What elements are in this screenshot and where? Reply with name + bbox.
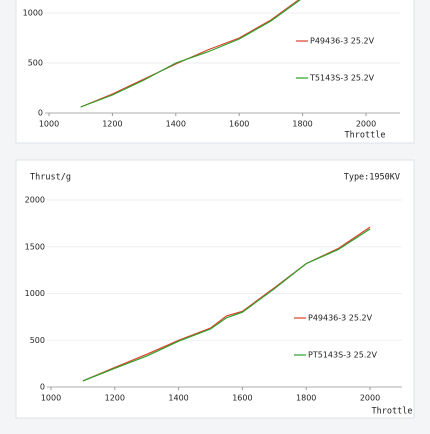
- y-tick-label: 500: [30, 336, 45, 345]
- y-tick-label: 0: [40, 383, 45, 392]
- x-tick-label: 1400: [166, 120, 186, 129]
- legend-label: PT5143S-3 25.2V: [308, 351, 377, 360]
- x-tick-label: 1400: [168, 394, 188, 403]
- panel: [15, 159, 415, 419]
- x-tick-label: 1600: [232, 394, 252, 403]
- y-tick-label: 0: [38, 109, 43, 118]
- x-tick-label: 1800: [292, 120, 312, 129]
- plot-area: [82, 226, 371, 382]
- panel: [15, 0, 415, 144]
- y-tick-label: 1500: [25, 242, 45, 251]
- x-tick-label: 1000: [39, 120, 59, 129]
- y-tick-label: 1000: [23, 9, 43, 18]
- x-tick-label: 1800: [296, 394, 316, 403]
- x-axis-label: Throttle: [345, 131, 386, 141]
- x-tick-label: 2000: [360, 394, 380, 403]
- annotation: Type:1950KV: [344, 173, 400, 183]
- y-axis-label: Thrust/g: [30, 173, 71, 183]
- legend-label: P49436-3 25.2V: [310, 37, 375, 46]
- y-tick-label: 1000: [25, 289, 45, 298]
- x-tick-label: 2000: [356, 120, 376, 129]
- series-line: [82, 228, 371, 382]
- legend-label: T5143S-3 25.2V: [309, 74, 375, 83]
- plot-area: [80, 0, 301, 108]
- legend-label: P49436-3 25.2V: [308, 314, 373, 323]
- x-tick-label: 1200: [102, 120, 122, 129]
- x-tick-label: 1600: [229, 120, 249, 129]
- y-tick-label: 500: [28, 59, 43, 68]
- series-line: [80, 0, 301, 108]
- y-tick-label: 2000: [25, 196, 45, 205]
- x-tick-label: 1000: [41, 394, 61, 403]
- x-axis-label: Throttle: [372, 407, 413, 417]
- x-tick-label: 1200: [105, 394, 125, 403]
